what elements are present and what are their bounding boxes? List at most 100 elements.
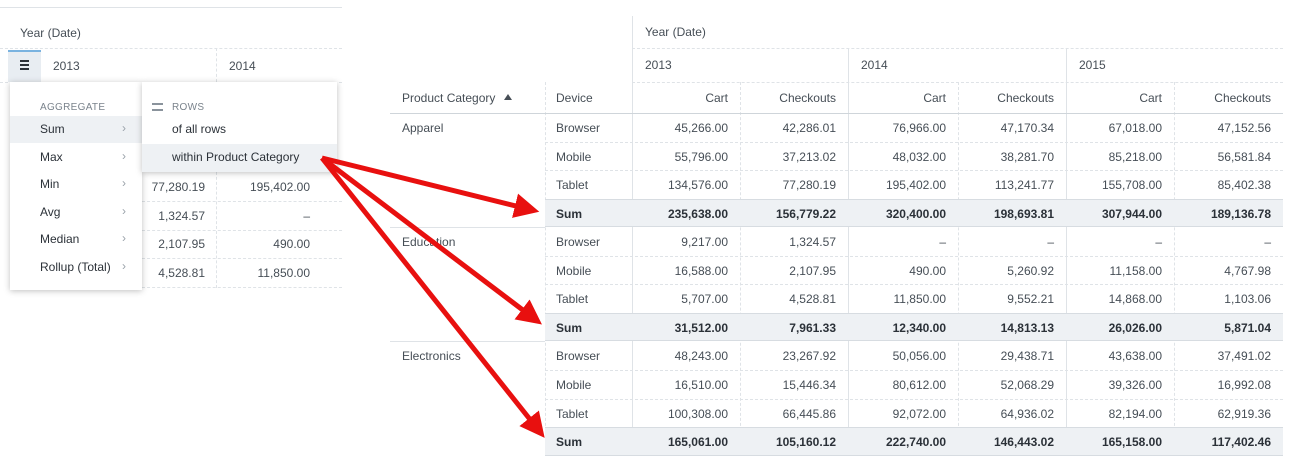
grid-line bbox=[142, 201, 342, 202]
device-label: Mobile bbox=[556, 263, 592, 278]
grid-line bbox=[390, 227, 545, 229]
sum-value: 146,443.02 bbox=[993, 435, 1054, 450]
cell-value: 85,402.38 bbox=[1217, 178, 1271, 193]
measure-header: Checkouts bbox=[779, 91, 836, 105]
submenu-highlight bbox=[142, 143, 337, 172]
cell-value: 67,018.00 bbox=[1108, 121, 1162, 135]
cell-value: 39,326.00 bbox=[1108, 377, 1162, 392]
cell-value: 80,612.00 bbox=[892, 377, 946, 392]
hamburger-icon[interactable] bbox=[19, 59, 31, 71]
aggregate-menu: AGGREGATE Sum › Max › Min › Avg › Median › Rollup (… bbox=[10, 82, 142, 290]
cell-value: 490.00 bbox=[273, 237, 310, 251]
cell-value: 77,280.19 bbox=[782, 178, 836, 193]
sort-icon bbox=[504, 94, 512, 100]
cell-value: 113,241.77 bbox=[994, 178, 1054, 193]
measure-header: Cart bbox=[1139, 91, 1162, 105]
sum-value: 320,400.00 bbox=[885, 206, 946, 221]
device-label: Tablet bbox=[556, 292, 589, 307]
chevron: › bbox=[122, 231, 126, 246]
grid-line bbox=[958, 82, 959, 456]
cell-value: 2,107.95 bbox=[158, 237, 205, 251]
sum-value: 26,026.00 bbox=[1108, 320, 1162, 335]
grid-line bbox=[545, 398, 1283, 400]
sum-value: 165,061.00 bbox=[667, 435, 728, 450]
cell-value: 100,308.00 bbox=[667, 406, 728, 421]
cell-value: 48,243.00 bbox=[674, 349, 728, 364]
category-label: Education bbox=[402, 235, 456, 250]
grid-line bbox=[142, 258, 342, 259]
chevron: › bbox=[122, 203, 126, 218]
cell-value: 48,032.00 bbox=[892, 149, 946, 164]
grid-line bbox=[545, 170, 1283, 172]
cell-value: 92,072.00 bbox=[892, 406, 946, 421]
cell-value: 4,528.81 bbox=[789, 292, 836, 307]
sum-value: 198,693.81 bbox=[993, 206, 1054, 221]
cell-value: 1,324.57 bbox=[789, 235, 836, 250]
cell-value: 5,260.92 bbox=[1007, 263, 1054, 278]
grid-line bbox=[740, 82, 741, 456]
cell-value: – bbox=[1155, 235, 1162, 250]
menu-item[interactable]: Sum bbox=[40, 122, 65, 136]
cell-value: 11,850.00 bbox=[893, 292, 947, 307]
grid-line bbox=[142, 286, 342, 288]
device-label: Mobile bbox=[556, 149, 592, 164]
grid-line bbox=[0, 48, 342, 49]
year-label: 2014 bbox=[861, 58, 888, 72]
sum-value: 31,512.00 bbox=[674, 320, 728, 335]
menu-item[interactable]: Median bbox=[40, 232, 80, 247]
sum-row-bg bbox=[545, 198, 1283, 228]
cell-value: 77,280.19 bbox=[151, 180, 205, 194]
sum-value: 12,340.00 bbox=[892, 320, 946, 335]
sum-value: 5,871.04 bbox=[1224, 320, 1271, 335]
cell-value: 9,552.21 bbox=[1007, 292, 1054, 307]
cell-value: – bbox=[303, 208, 310, 223]
rows-icon bbox=[152, 103, 163, 111]
sum-label: Sum bbox=[556, 435, 583, 450]
grid-line bbox=[216, 48, 217, 82]
sum-label: Sum bbox=[556, 206, 583, 221]
cell-value: 62,919.36 bbox=[1217, 406, 1271, 421]
cell-value: 64,936.02 bbox=[1000, 406, 1054, 421]
year-label: 2015 bbox=[1079, 58, 1106, 72]
cell-value: – bbox=[1264, 235, 1271, 250]
sum-value: 105,160.12 bbox=[775, 435, 836, 450]
grid-line bbox=[545, 255, 1283, 257]
cell-value: 66,445.86 bbox=[782, 406, 836, 421]
cell-value: 14,868.00 bbox=[1108, 292, 1162, 307]
header-label: Year (Date) bbox=[645, 25, 706, 39]
grid-line bbox=[1066, 48, 1067, 456]
cell-value: 38,281.70 bbox=[1000, 149, 1054, 164]
grid-line bbox=[545, 141, 1283, 143]
chevron: › bbox=[122, 148, 126, 163]
column-header[interactable]: Device bbox=[556, 91, 593, 105]
cell-value: 16,588.00 bbox=[674, 263, 728, 278]
cell-value: – bbox=[939, 235, 946, 250]
rows-submenu: ROWS of all rows within Product Category bbox=[142, 82, 337, 172]
menu-item[interactable]: Min bbox=[40, 177, 60, 192]
cell-value: 82,194.00 bbox=[1108, 406, 1162, 421]
cell-value: 1,103.06 bbox=[1224, 292, 1271, 307]
arrow bbox=[320, 156, 545, 438]
grid-line bbox=[545, 369, 1283, 371]
submenu-item[interactable]: of all rows bbox=[172, 122, 227, 136]
cell-value: 47,170.34 bbox=[1000, 121, 1054, 135]
sum-label: Sum bbox=[556, 320, 583, 335]
cell-value: 37,213.02 bbox=[782, 149, 836, 164]
cell-value: 45,266.00 bbox=[674, 121, 728, 135]
cell-value: 16,510.00 bbox=[674, 377, 728, 392]
grid-line bbox=[142, 229, 342, 231]
sum-value: 235,638.00 bbox=[667, 206, 728, 221]
menu-item[interactable]: Max bbox=[40, 149, 63, 164]
arrow bbox=[321, 155, 540, 218]
menu-item[interactable]: Rollup (Total) bbox=[40, 260, 111, 274]
cell-value: 155,708.00 bbox=[1101, 178, 1162, 193]
menu-item[interactable]: Avg bbox=[40, 204, 61, 219]
column-header[interactable]: Product Category bbox=[402, 91, 496, 105]
cell-value: 55,796.00 bbox=[674, 149, 728, 164]
cell-value: 2,107.95 bbox=[789, 263, 836, 278]
menu-section: AGGREGATE bbox=[40, 102, 106, 113]
year-label: 2013 bbox=[645, 58, 672, 72]
submenu-item[interactable]: within Product Category bbox=[172, 149, 300, 164]
device-label: Mobile bbox=[556, 377, 592, 392]
